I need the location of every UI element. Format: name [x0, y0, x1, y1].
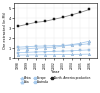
Y-axis label: Ore extracted (in Mt): Ore extracted (in Mt) — [4, 12, 8, 49]
X-axis label: Year: Year — [51, 70, 60, 74]
Legend: Africa, Asia, Europe, Australia, North. America production: Africa, Asia, Europe, Australia, North. … — [20, 76, 91, 84]
